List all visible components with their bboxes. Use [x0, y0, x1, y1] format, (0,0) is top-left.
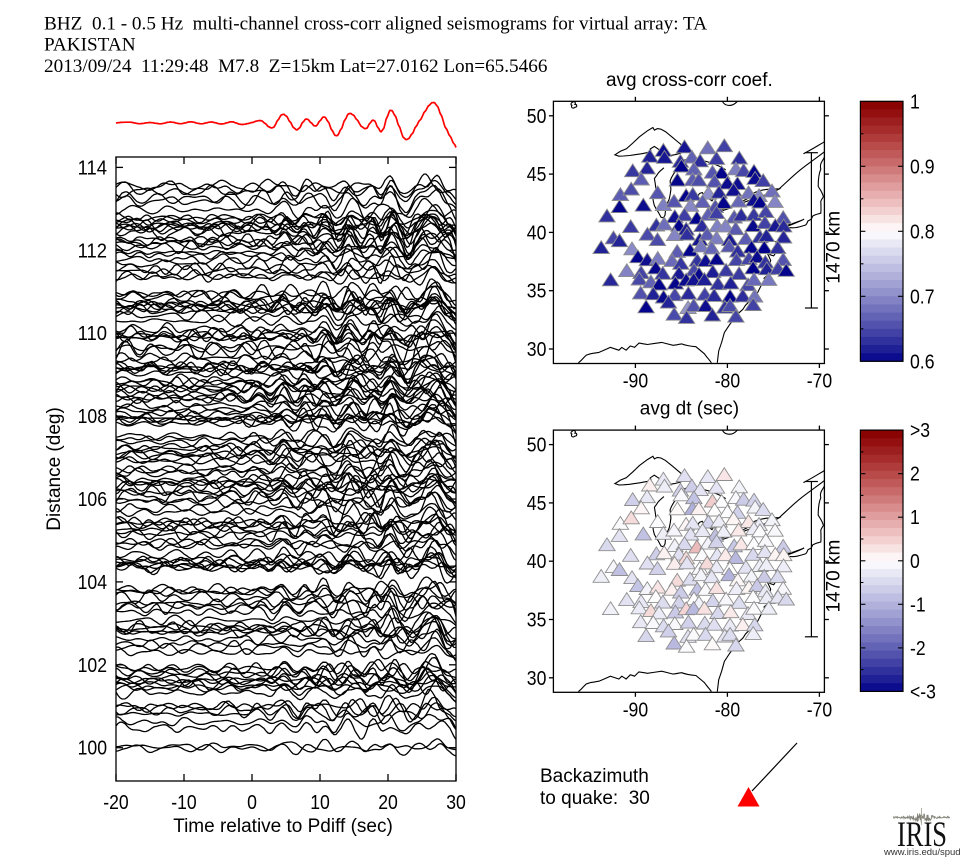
svg-text:-2: -2 [910, 638, 926, 660]
svg-text:Distance (deg): Distance (deg) [44, 407, 65, 531]
svg-text:1470 km: 1470 km [823, 211, 844, 284]
svg-text:-70: -70 [807, 371, 832, 393]
svg-text:45: 45 [527, 493, 547, 515]
svg-text:-90: -90 [623, 699, 648, 721]
svg-text:102: 102 [78, 655, 107, 677]
svg-text:114: 114 [78, 157, 107, 179]
svg-text:35: 35 [527, 610, 547, 632]
svg-text:0.6: 0.6 [910, 351, 935, 373]
svg-text:Backazimuth: Backazimuth [540, 766, 649, 787]
svg-text:1470 km: 1470 km [823, 540, 844, 613]
svg-text:20: 20 [378, 792, 398, 814]
svg-text:2013/09/24 11:29:48 M7.8 Z=: 2013/09/24 11:29:48 M7.8 Z=15km Lat=27.0… [44, 56, 548, 77]
svg-text:30: 30 [446, 792, 466, 814]
svg-text:108: 108 [78, 406, 107, 428]
svg-text:40: 40 [527, 222, 547, 244]
svg-text:1: 1 [910, 91, 920, 113]
svg-text:1: 1 [910, 507, 920, 529]
svg-text:110: 110 [78, 323, 107, 345]
svg-text:10: 10 [310, 792, 330, 814]
svg-text:>3: >3 [910, 420, 930, 442]
svg-text:106: 106 [78, 489, 107, 511]
svg-text:to quake: 30: to quake: 30 [540, 788, 650, 809]
svg-text:50: 50 [527, 435, 547, 457]
svg-text:-80: -80 [715, 371, 740, 393]
svg-text:Time relative to Pdiff (sec): Time relative to Pdiff (sec) [173, 816, 393, 837]
svg-text:-1: -1 [910, 594, 926, 616]
svg-text:0.9: 0.9 [910, 156, 935, 178]
svg-text:BHZ 0.1 - 0.5 Hz multi-chann: BHZ 0.1 - 0.5 Hz multi-channel cross-cor… [44, 14, 707, 35]
svg-text:50: 50 [527, 106, 547, 128]
svg-text:-20: -20 [103, 792, 128, 814]
svg-text:-90: -90 [623, 371, 648, 393]
svg-text:avg cross-corr coef.: avg cross-corr coef. [606, 70, 773, 91]
svg-text:www.iris.edu/spud: www.iris.edu/spud [883, 847, 961, 858]
svg-text:40: 40 [527, 551, 547, 573]
svg-text:104: 104 [78, 572, 107, 594]
svg-text:0.7: 0.7 [910, 286, 935, 308]
svg-text:100: 100 [78, 738, 107, 760]
svg-text:112: 112 [78, 240, 107, 262]
svg-text:35: 35 [527, 281, 547, 303]
svg-text:PAKISTAN: PAKISTAN [44, 35, 136, 56]
svg-text:45: 45 [527, 164, 547, 186]
svg-text:0: 0 [910, 551, 920, 573]
svg-text:<-3: <-3 [910, 681, 936, 703]
svg-text:-80: -80 [715, 699, 740, 721]
svg-text:-10: -10 [171, 792, 196, 814]
svg-text:30: 30 [527, 339, 547, 361]
svg-text:0.8: 0.8 [910, 221, 935, 243]
svg-text:avg dt (sec): avg dt (sec) [640, 399, 739, 420]
svg-text:30: 30 [527, 668, 547, 690]
svg-text:-70: -70 [807, 699, 832, 721]
svg-text:0: 0 [247, 792, 257, 814]
svg-text:IRIS: IRIS [897, 814, 947, 854]
svg-text:2: 2 [910, 464, 920, 486]
